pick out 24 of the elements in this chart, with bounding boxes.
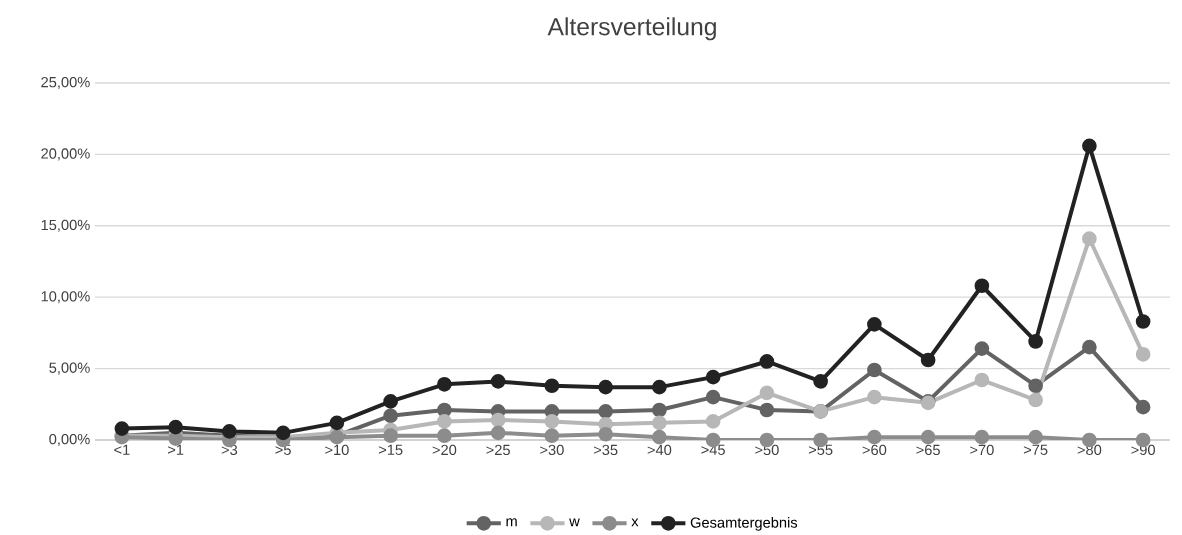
legend-label: w [569,518,580,527]
y-tick-label: 10,00% [41,291,90,304]
x-tick-label: >75 [1023,444,1048,455]
x-tick-label: >35 [593,444,618,456]
y-tick-label: 15,00% [41,219,90,232]
y-tick-label: 20,00% [41,148,90,161]
x-tick-label: >25 [486,444,510,456]
legend-label: x [631,518,639,527]
x-tick-label: >40 [647,444,672,456]
x-tick-label: <1 [114,444,130,455]
x-tick-label: >20 [432,444,457,456]
legend-label: m [506,518,517,527]
x-tick-label: >15 [378,444,403,455]
x-tick-label: >1 [168,444,184,455]
x-tick-label: >10 [325,444,349,456]
x-tick-label: >60 [862,444,887,456]
x-tick-label: >30 [540,444,564,456]
y-tick-label: 5,00% [49,362,90,375]
y-tick-label: 25,00% [41,76,90,90]
x-tick-label: >65 [916,444,940,456]
y-tick-label: 0,00% [49,433,90,447]
chart-title: Altersverteilung [547,17,716,41]
legend-label: Gesamtergebnis [690,516,798,531]
x-tick-label: >70 [970,444,994,456]
